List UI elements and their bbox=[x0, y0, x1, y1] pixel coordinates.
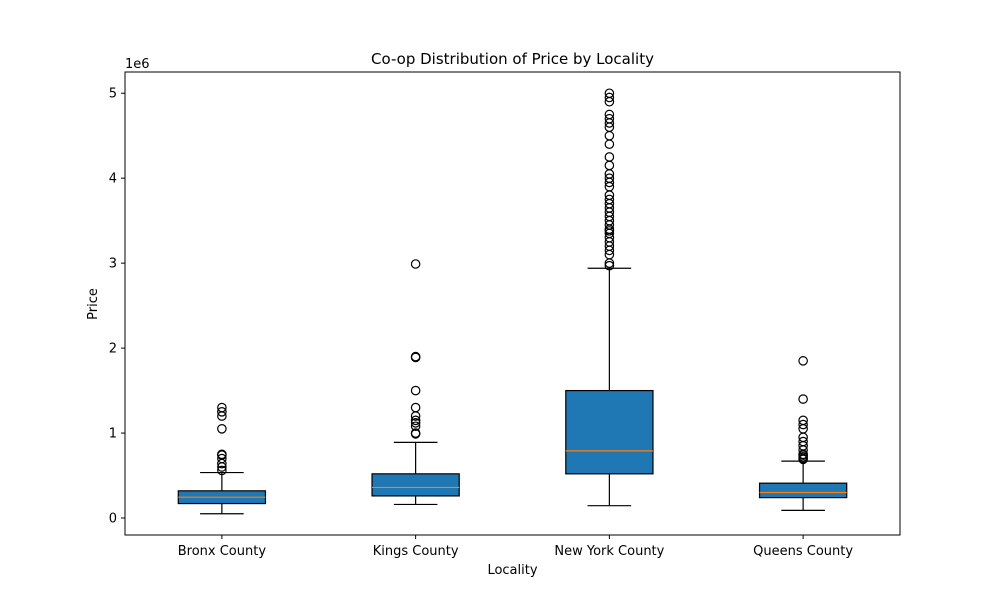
outlier-point bbox=[217, 465, 227, 476]
outlier-point bbox=[217, 407, 227, 417]
plot-area: 0 1 2 3 4 5 Bronx County Kings County New York C… bbox=[109, 71, 901, 559]
x-tick-label: Queens County bbox=[753, 544, 853, 559]
y-tick-label: 0 bbox=[109, 512, 117, 527]
outlier-point bbox=[217, 424, 227, 434]
outlier-point bbox=[410, 418, 421, 428]
outlier-point bbox=[798, 419, 808, 430]
outlier-point bbox=[604, 160, 615, 171]
outlier-point bbox=[410, 415, 421, 426]
outlier-point bbox=[604, 260, 615, 271]
y-tick-label: 4 bbox=[109, 172, 117, 187]
outlier-point bbox=[410, 428, 421, 438]
chart-title: Co-op Distribution of Price by Locality bbox=[371, 50, 654, 68]
outlier-point bbox=[410, 402, 421, 413]
outlier-point bbox=[604, 109, 615, 120]
outlier-point bbox=[217, 402, 227, 413]
outlier-point bbox=[217, 449, 227, 460]
x-tick-label: New York County bbox=[554, 544, 664, 559]
y-tick-label: 2 bbox=[109, 342, 117, 357]
box-2 bbox=[371, 473, 460, 497]
outlier-point bbox=[604, 152, 615, 162]
outlier-point bbox=[217, 453, 227, 464]
outlier-point bbox=[604, 173, 615, 183]
outlier-point bbox=[604, 130, 615, 141]
box-3 bbox=[565, 389, 654, 475]
outlier-point bbox=[604, 194, 615, 205]
y-tick-label: 3 bbox=[109, 257, 117, 272]
outlier-point bbox=[604, 88, 615, 99]
x-axis-label: Locality bbox=[487, 563, 537, 578]
plot-frame bbox=[124, 71, 901, 536]
y-axis-offset-label: 1e6 bbox=[125, 57, 150, 72]
outlier-point bbox=[604, 92, 615, 103]
x-tick-label: Bronx County bbox=[178, 544, 267, 559]
outlier-point bbox=[798, 356, 808, 366]
outlier-point bbox=[604, 113, 615, 124]
y-tick-label: 1 bbox=[109, 427, 117, 442]
outlier-point bbox=[798, 394, 808, 404]
outlier-point bbox=[410, 351, 421, 362]
y-axis-label: Price bbox=[86, 288, 101, 320]
outlier-point bbox=[410, 385, 421, 396]
outlier-point bbox=[604, 139, 615, 150]
x-tick-label: Kings County bbox=[373, 544, 459, 559]
y-tick-label: 5 bbox=[109, 87, 117, 102]
box-4 bbox=[758, 482, 848, 499]
outlier-point bbox=[410, 421, 421, 432]
outlier-point bbox=[798, 436, 808, 447]
outlier-point bbox=[798, 415, 808, 426]
outlier-point bbox=[410, 259, 421, 269]
